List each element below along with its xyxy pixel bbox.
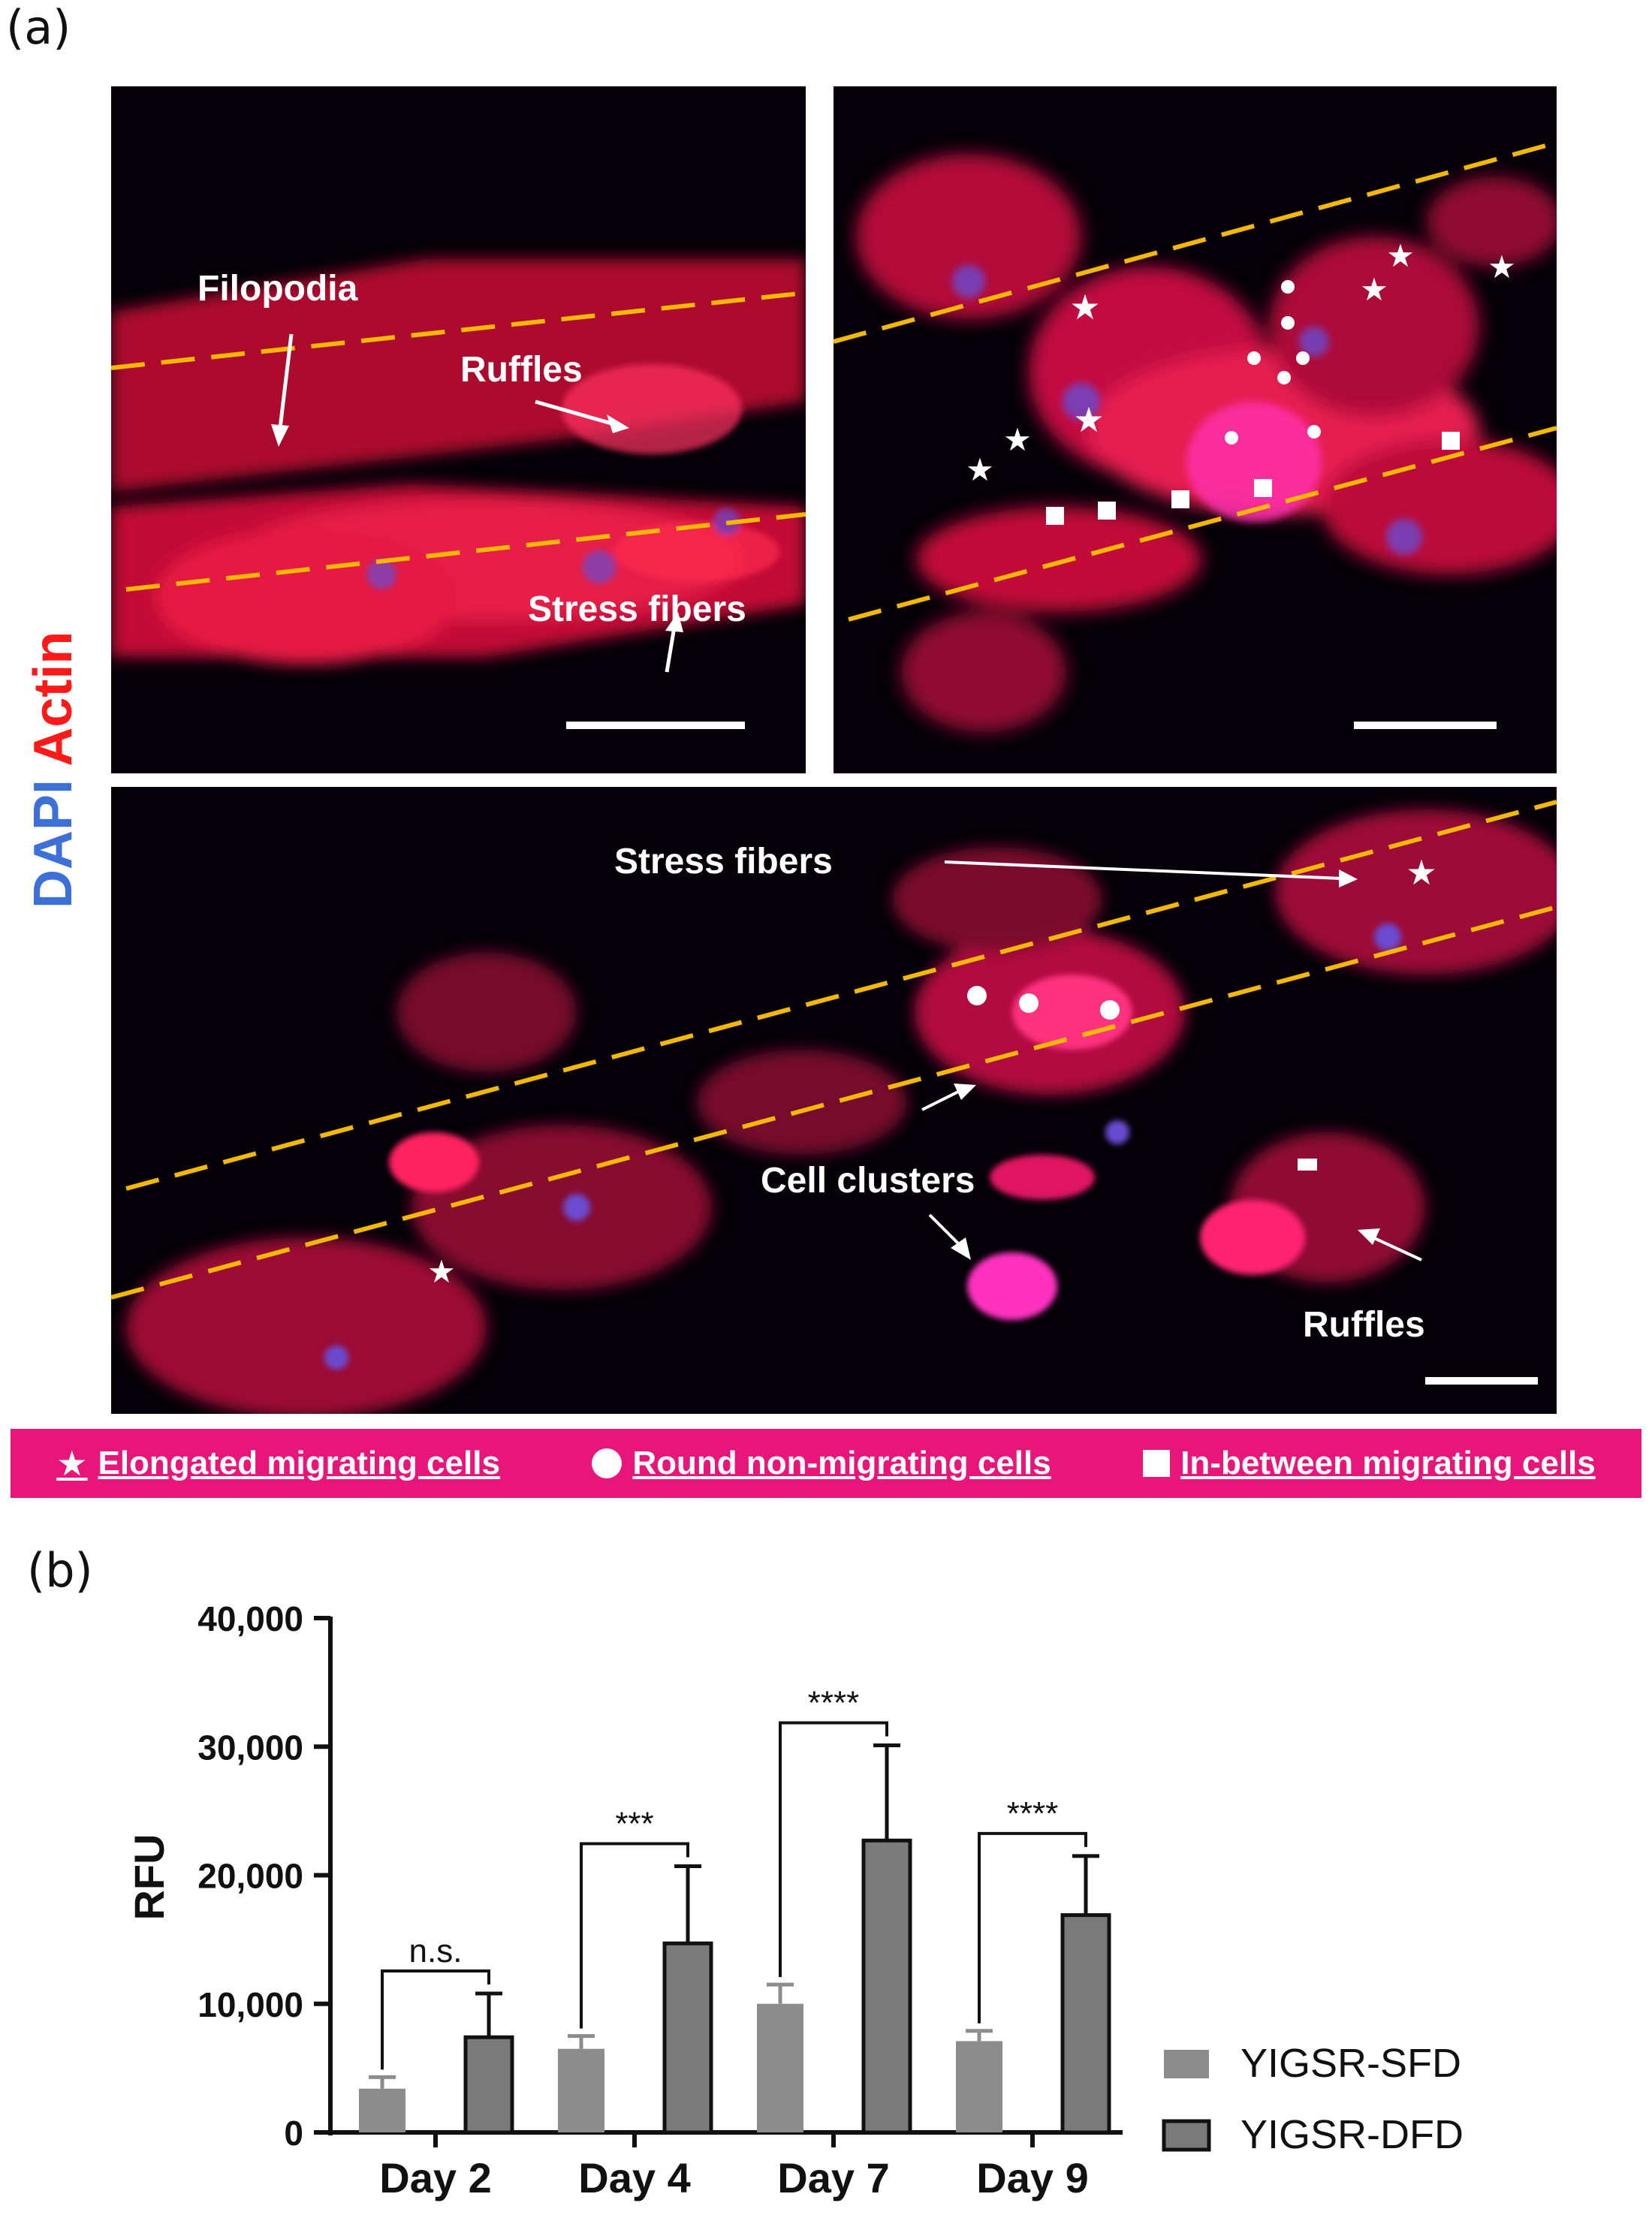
- micrograph-bottom-image: ★ ★ Stress fibers Cell clusters Ruffles: [111, 800, 1557, 1414]
- significance-bracket: [779, 1721, 888, 1978]
- bar-dfd: [861, 1838, 912, 2135]
- y-axis: 0 10,000 20,000 30,000 40,000: [197, 1599, 333, 2153]
- annotation-stress-fibers: Stress fibers: [528, 589, 746, 629]
- x-tick-label: Day 7: [777, 2154, 889, 2201]
- annotation-stress-fibers-bottom: Stress fibers: [614, 842, 833, 881]
- significance-label: ****: [1007, 1795, 1059, 1832]
- legend-swatch: [1162, 2119, 1211, 2152]
- significance-brackets: n.s.***********: [381, 1685, 1087, 2070]
- x-tick-label: Day 2: [379, 2154, 491, 2201]
- y-tick-label: 40,000: [197, 1599, 303, 1638]
- panel-a-label: (a): [6, 0, 71, 55]
- micrograph-top-left: Filopodia Ruffles Stress fibers: [111, 86, 806, 773]
- dapi-label: DAPI: [23, 779, 83, 909]
- svg-text:★: ★: [1360, 271, 1388, 308]
- y-tick-label: 0: [284, 2114, 303, 2153]
- legend-item-in-between: In-between migrating cells: [1143, 1445, 1596, 1482]
- annotation-cell-clusters: Cell clusters: [761, 1161, 975, 1201]
- svg-text:★: ★: [427, 1253, 456, 1290]
- bar-sfd: [359, 2088, 405, 2132]
- svg-text:★: ★: [966, 451, 994, 488]
- svg-text:★: ★: [1073, 399, 1104, 440]
- y-tick-label: 20,000: [197, 1857, 303, 1896]
- annotation-ruffles-bottom: Ruffles: [1303, 1305, 1425, 1345]
- micrograph-bottom: ★ ★ Stress fibers Cell clusters Ruffles: [111, 787, 1557, 1414]
- legend-label: YIGSR-DFD: [1241, 2112, 1464, 2157]
- x-tick-label: Day 4: [578, 2154, 690, 2201]
- annotation-ruffles: Ruffles: [460, 350, 583, 390]
- actin-label: Actin: [23, 631, 83, 767]
- micrograph-top-right-image: ★ ★ ★ ★ ★ ★ ★: [834, 140, 1557, 732]
- significance-bracket: [580, 1842, 689, 2029]
- svg-text:★: ★: [1488, 249, 1516, 285]
- svg-text:★: ★: [1406, 852, 1436, 893]
- bar-sfd: [956, 2041, 1002, 2132]
- x-tick-label: Day 9: [976, 2154, 1088, 2201]
- bar-sfd: [757, 2003, 803, 2132]
- legend-label-round: Round non-migrating cells: [632, 1445, 1051, 1481]
- stain-label: DAPI Actin: [23, 631, 83, 909]
- star-icon: ★: [56, 1444, 88, 1483]
- significance-label: ****: [808, 1685, 860, 1722]
- chart-legend: YIGSR-SFD YIGSR-DFD: [1162, 2041, 1464, 2157]
- x-axis: Day 2 Day 4 Day 7 Day 9: [328, 2130, 1123, 2201]
- bar-dfd: [463, 2035, 514, 2135]
- y-axis-label: RFU: [125, 1834, 173, 1920]
- legend-label-elongated: Elongated migrating cells: [98, 1445, 500, 1481]
- bar-sfd: [558, 2048, 604, 2132]
- significance-bracket: [381, 1969, 490, 2070]
- panel-b-label: (b): [27, 1543, 93, 1598]
- svg-text:★: ★: [1386, 237, 1415, 274]
- legend-swatch: [1164, 2050, 1209, 2078]
- micrograph-top-left-image: Filopodia Ruffles Stress fibers: [111, 259, 806, 729]
- y-tick-label: 10,000: [197, 1985, 303, 2024]
- y-tick-label: 30,000: [197, 1728, 303, 1767]
- legend-item-elongated: ★ Elongated migrating cells: [56, 1443, 500, 1484]
- significance-bracket: [978, 1831, 1087, 2024]
- legend-item-round: Round non-migrating cells: [592, 1445, 1051, 1482]
- legend-label: YIGSR-SFD: [1241, 2041, 1461, 2086]
- annotation-filopodia: Filopodia: [197, 269, 358, 309]
- bar-dfd: [1060, 1913, 1111, 2135]
- micrograph-top-right: ★ ★ ★ ★ ★ ★ ★: [834, 86, 1557, 773]
- circle-icon: [592, 1448, 623, 1478]
- svg-text:★: ★: [1069, 287, 1100, 327]
- significance-label: n.s.: [409, 1933, 463, 1969]
- legend-label-in-between: In-between migrating cells: [1180, 1445, 1596, 1481]
- bar-series: [359, 1743, 1111, 2135]
- significance-label: ***: [615, 1806, 653, 1843]
- cell-type-legend: ★ Elongated migrating cells Round non-mi…: [11, 1429, 1641, 1498]
- square-icon: [1143, 1450, 1171, 1477]
- svg-text:★: ★: [1003, 421, 1032, 458]
- bar-dfd: [662, 1941, 713, 2135]
